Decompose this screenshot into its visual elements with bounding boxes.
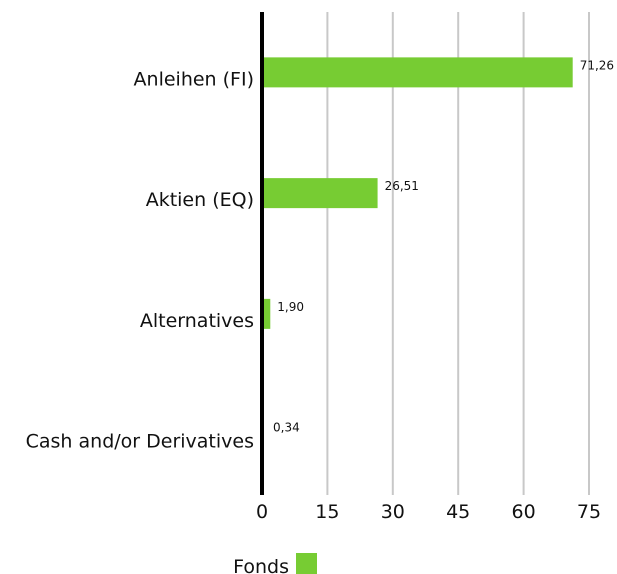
- legend: Fonds: [233, 553, 317, 574]
- category-label-1: Aktien (EQ): [146, 189, 254, 211]
- x-tick-label-15: 15: [315, 501, 339, 523]
- x-tick-label-0: 0: [256, 501, 268, 523]
- bar-0: [262, 57, 573, 88]
- x-tick-label-45: 45: [446, 501, 470, 523]
- category-label-0: Anleihen (FI): [134, 68, 254, 90]
- category-label-3: Cash and/or Derivatives: [26, 431, 254, 453]
- category-label-2: Alternatives: [140, 310, 254, 332]
- value-label-2: 1,90: [277, 300, 304, 314]
- value-label-0: 71,26: [580, 58, 614, 72]
- x-tick-label-60: 60: [512, 501, 536, 523]
- value-label-1: 26,51: [385, 179, 419, 193]
- labels: 0 15 30 45 60 75 Anleihen (FI) 71,26 Aktien (EQ)…: [26, 58, 614, 523]
- x-tick-label-30: 30: [381, 501, 405, 523]
- legend-label-fonds: Fonds: [233, 556, 289, 574]
- value-label-3: 0,34: [273, 421, 300, 435]
- bars: [262, 57, 573, 450]
- bar-2: [262, 298, 271, 329]
- legend-swatch-fonds: [296, 553, 317, 574]
- x-tick-label-75: 75: [577, 501, 601, 523]
- bar-1: [262, 178, 378, 209]
- grid-lines: [326, 12, 590, 495]
